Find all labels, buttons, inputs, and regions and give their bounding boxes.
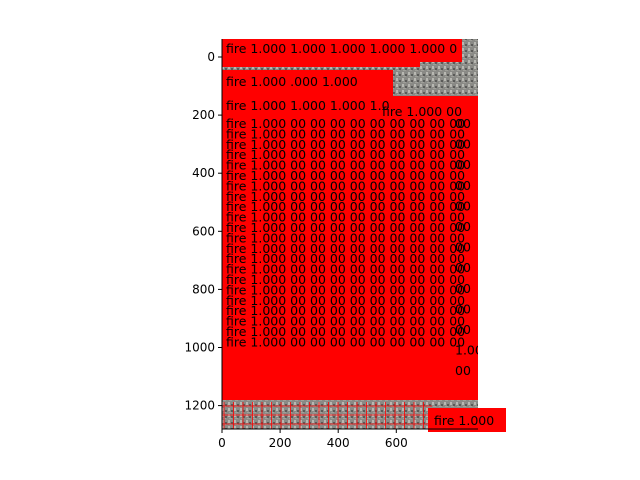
detection-label: fire 1.000 00 00 00 00 00 00 00 00 00 [226,147,465,162]
detection-label: fire 1.000 00 00 00 00 00 00 00 00 00 [226,282,465,297]
x-tick-label: 0 [218,436,226,450]
detection-label: fire 1.000 00 00 00 00 00 00 00 00 00 [226,178,465,193]
detection-box [222,70,393,96]
detection-label-right: 00 [455,301,471,316]
detection-label: fire 1.000 00 00 00 00 00 00 00 00 00 [226,272,465,287]
detection-box [376,100,478,124]
detections-layer: fire 1.000 1.000 1.000 1.000 1.000 0 fire… [222,39,491,429]
x-tick-label: 200 [269,436,292,450]
y-tick-label: 1000 [184,341,215,355]
x-tick-label: 400 [327,436,350,450]
detection-label-right: 00 [455,240,471,255]
y-tick-label: 0 [207,50,215,64]
detection-label: fire 1.000 00 00 00 00 00 00 00 00 00 [226,210,465,225]
detection-label: fire 1.000 00 00 00 00 00 00 00 00 00 [226,158,465,173]
detection-label: fire 1.000 00 00 00 00 00 00 00 00 00 [226,324,465,339]
detection-label: fire 1.000 00 00 00 00 00 00 00 00 00 [226,230,465,245]
detection-label-right: 00 [455,219,471,234]
detection-box [222,39,462,62]
detection-label-right: 00 [455,178,471,193]
detection-label: fire 1.000 00 00 00 00 00 00 00 00 00 [226,126,465,141]
detection-label-right: fire 1.000 00 [382,104,462,119]
detection-box [222,96,478,400]
detection-label: fire 1.000 00 00 00 00 00 00 00 00 00 [226,137,465,152]
detection-label: fire 1.000 00 00 00 00 00 00 00 00 00 [226,303,465,318]
detection-label-right: 00 [455,363,471,378]
detection-label: fire 1.000 1.000 1.000 1.000 1.000 0 [226,41,457,56]
detection-label-right: 00 [455,116,471,131]
detection-label-right: 00 [455,281,471,296]
detection-label: fire 1.000 00 00 00 00 00 00 00 00 00 [226,199,465,214]
detection-label: fire 1.000 00 00 00 00 00 00 00 00 00 [226,220,465,235]
detection-label-right: 1.000 [455,343,491,358]
overflow-labels: fire 1.000 [428,408,506,432]
detection-label-right: 00 [455,198,471,213]
y-ticks: 0 200 400 600 800 1000 1200 [184,50,222,413]
detection-label: fire 1.000 1.000 1.000 1.0 [226,98,390,113]
detection-label: fire 1.000 00 00 00 00 00 00 00 00 00 [226,314,465,329]
detection-label: fire 1.000 00 00 00 00 00 00 00 00 00 [226,189,465,204]
y-tick-label: 400 [192,166,215,180]
detection-label-bg [428,408,506,432]
y-tick-label: 200 [192,108,215,122]
y-tick-label: 1200 [184,399,215,413]
detection-label: fire 1.000 00 00 00 00 00 00 00 00 00 [226,116,465,131]
detection-label-right: 00 [455,322,471,337]
detection-label-right: 00 [455,260,471,275]
detection-box [222,62,420,67]
detection-label: fire 1.000 00 00 00 00 00 00 00 00 00 [226,262,465,277]
y-tick-label: 600 [192,224,215,238]
x-ticks: 0 200 400 600 [218,429,408,450]
y-tick-label: 800 [192,282,215,296]
detection-label: fire 1.000 00 00 00 00 00 00 00 00 00 [226,251,465,266]
detection-label-right: 00 [455,157,471,172]
axes [221,39,478,430]
detection-label-bottom: fire 1.000 [434,413,494,428]
detection-label: fire 1.000 00 00 00 00 00 00 00 00 00 [226,168,465,183]
detection-label: fire 1.000 00 00 00 00 00 00 00 00 00 [226,293,465,308]
detection-label-right: 00 [455,137,471,152]
detection-label: fire 1.000 00 00 00 00 00 00 00 00 00 [226,241,465,256]
detection-label: fire 1.000 .000 1.000 [226,74,358,89]
x-tick-label: 600 [385,436,408,450]
detection-label: fire 1.000 00 00 00 00 00 00 00 00 00 [226,334,465,349]
